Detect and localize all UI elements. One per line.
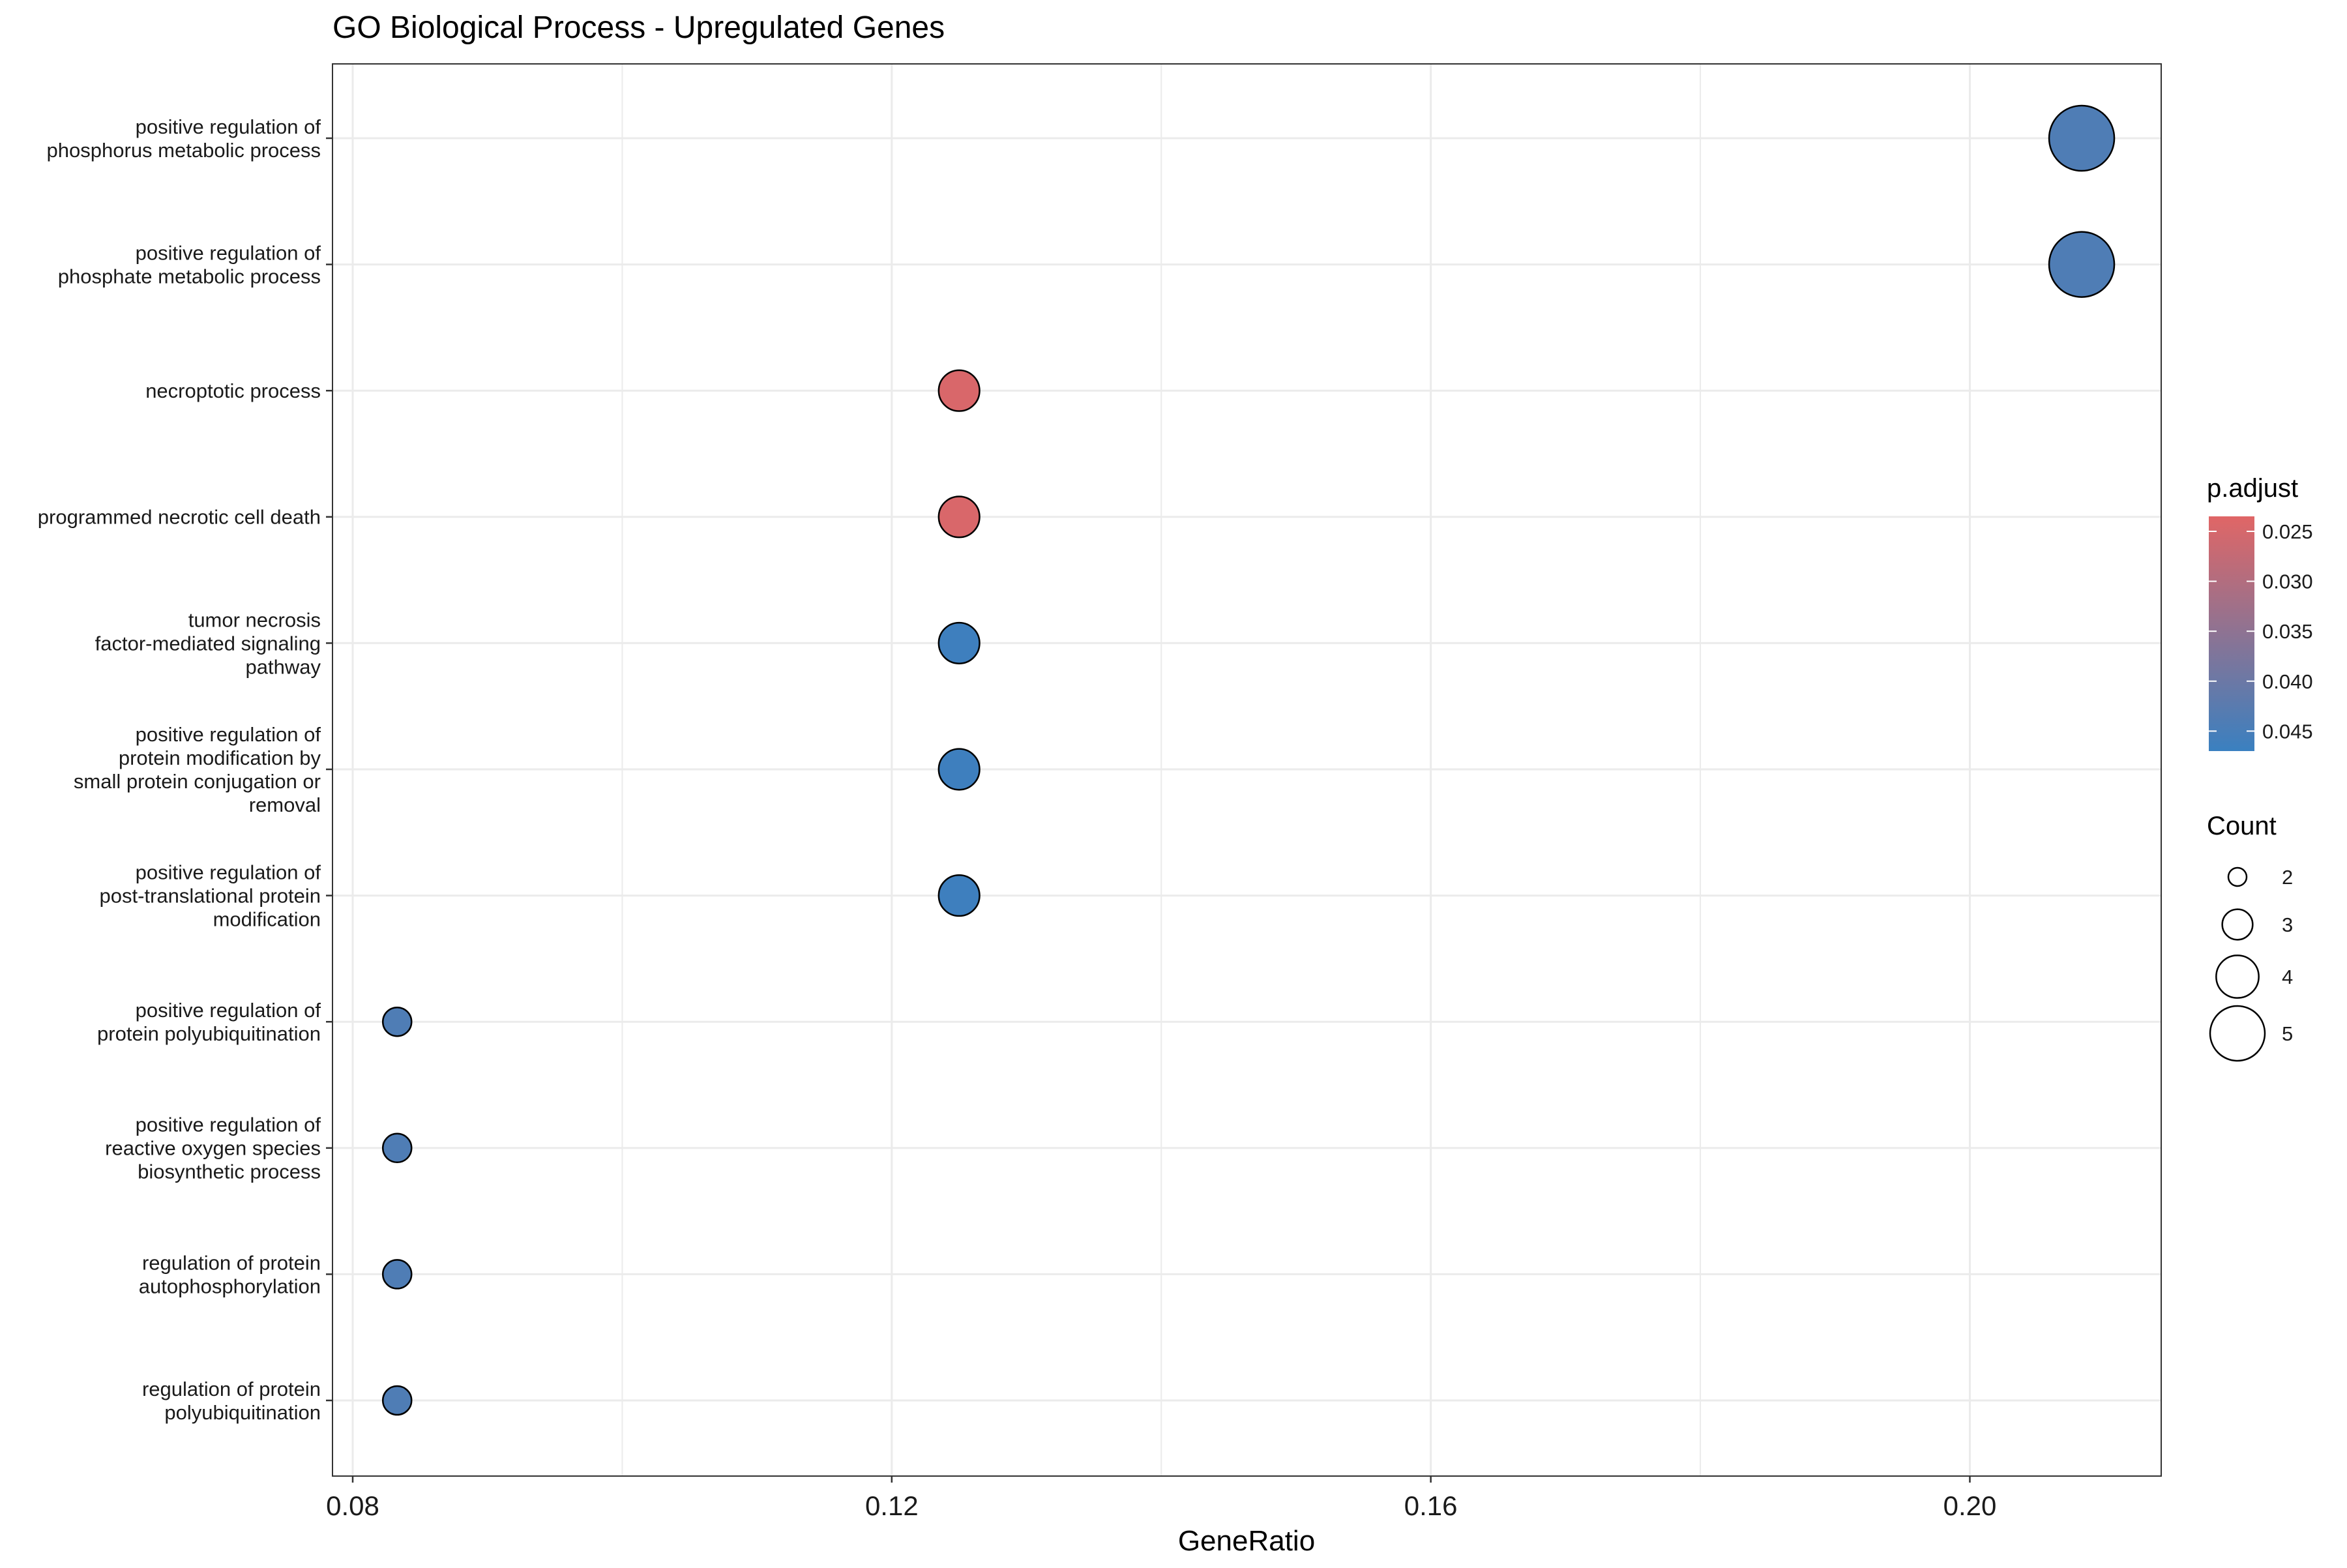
y-tick-label-line: pathway [246, 655, 321, 678]
x-tick-label: 0.20 [1943, 1490, 1997, 1521]
color-legend-label: 0.035 [2262, 620, 2313, 643]
y-tick-label-line: polyubiquitination [164, 1401, 321, 1424]
data-point [2048, 231, 2116, 298]
x-tick-label: 0.12 [865, 1490, 919, 1521]
y-tick-label-line: positive regulation of [136, 115, 321, 138]
y-tick-label-line: regulation of protein [142, 1378, 321, 1400]
data-points [381, 104, 2116, 1416]
size-legend-label: 5 [2282, 1022, 2293, 1045]
data-point [937, 621, 981, 664]
data-point [381, 1385, 413, 1416]
y-tick-label-line: phosphorus metabolic process [47, 139, 321, 162]
size-legend-circle [2227, 866, 2248, 887]
color-legend-label: 0.030 [2262, 570, 2313, 593]
y-tick-label-line: small protein conjugation or [74, 770, 321, 793]
y-tick-label-line: regulation of protein [142, 1251, 321, 1274]
y-tick-label: tumor necrosis factor-mediated signaling p… [95, 608, 321, 678]
y-tick-label-line: protein polyubiquitination [97, 1022, 321, 1045]
y-tick-label-line: necroptotic process [145, 379, 321, 402]
y-tick-label: positive regulation of phosphate metaboli… [58, 241, 321, 288]
y-tick-label: regulation of protein polyubiquitination [142, 1378, 321, 1424]
y-tick-label-line: tumor necrosis [188, 608, 321, 631]
size-legend-title: Count [2207, 812, 2277, 840]
major-gridlines [332, 64, 2161, 1476]
y-tick-label-line: positive regulation of [136, 999, 321, 1022]
y-tick-label-line: reactive oxygen species [105, 1137, 321, 1160]
y-tick-label-line: positive regulation of [136, 241, 321, 264]
size-legend-circle [2215, 954, 2260, 999]
y-tick-label-line: post-translational protein [100, 884, 321, 907]
y-tick-label-line: autophosphorylation [139, 1275, 321, 1297]
y-tick-label: necroptotic process [145, 379, 321, 402]
y-tick-label-line: positive regulation of [136, 861, 321, 883]
y-tick-label: positive regulation of protein modificati… [74, 723, 321, 816]
data-point [937, 369, 981, 412]
y-tick-label-line: biosynthetic process [138, 1161, 321, 1183]
size-legend-label: 4 [2282, 966, 2293, 988]
color-legend-title: p.adjust [2207, 474, 2298, 503]
data-point [381, 1132, 413, 1164]
size-legend-circle [2209, 1005, 2266, 1062]
y-tick-label: positive regulation of protein polyubiqui… [97, 999, 321, 1045]
chart-title: GO Biological Process - Upregulated Gene… [332, 10, 945, 45]
color-legend: p.adjust 0.025 0.030 0.035 0.040 0.045 [2207, 474, 2313, 751]
y-tick-label: programmed necrotic cell death [38, 506, 321, 529]
y-tick-label: positive regulation of phosphorus metabol… [47, 115, 321, 162]
y-tick-label-line: factor-mediated signaling [95, 632, 321, 655]
color-legend-bar [2209, 516, 2254, 751]
y-tick-label-line: positive regulation of [136, 723, 321, 746]
data-point [381, 1006, 413, 1037]
size-legend-label: 3 [2282, 913, 2293, 936]
x-axis: 0.08 0.12 0.16 0.20 [326, 1476, 1996, 1521]
y-tick-label-line: programmed necrotic cell death [38, 506, 321, 529]
y-tick-label-line: protein modification by [119, 747, 321, 769]
y-tick-label: regulation of protein autophosphorylation [139, 1251, 321, 1297]
y-tick-label-line: phosphate metabolic process [58, 265, 321, 288]
y-tick-label: positive regulation of post-translational… [100, 861, 321, 930]
y-axis: positive regulation of phosphorus metabol… [38, 115, 332, 1424]
data-point [2048, 104, 2116, 172]
x-tick-label: 0.08 [326, 1490, 379, 1521]
x-axis-title: GeneRatio [1178, 1525, 1315, 1557]
y-tick-label: positive regulation of reactive oxygen sp… [105, 1114, 321, 1183]
color-legend-label: 0.025 [2262, 520, 2313, 543]
data-point [381, 1259, 413, 1290]
size-legend: Count 2 3 4 5 [2207, 812, 2293, 1062]
color-legend-label: 0.040 [2262, 670, 2313, 693]
size-legend-circle [2221, 908, 2254, 941]
data-point [937, 496, 981, 539]
data-point [937, 748, 981, 791]
color-legend-label: 0.045 [2262, 720, 2313, 743]
data-point [937, 874, 981, 917]
size-legend-label: 2 [2282, 866, 2293, 889]
x-tick-label: 0.16 [1404, 1490, 1458, 1521]
y-tick-label-line: removal [249, 793, 321, 816]
y-tick-label-line: positive regulation of [136, 1114, 321, 1136]
y-tick-label-line: modification [213, 908, 321, 930]
